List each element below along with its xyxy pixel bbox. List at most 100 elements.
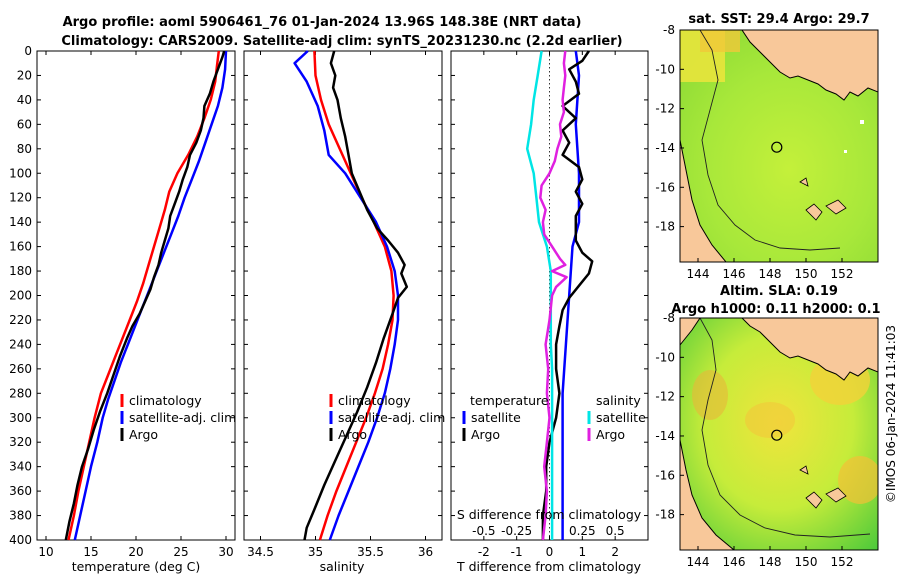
sst-map-panel: sat. SST: 29.4 Argo: 29.7 -8 -10 -12 -14 -16… [655, 12, 879, 281]
sla-warm-eddy [745, 402, 795, 438]
difference-depth-ticks [451, 50, 648, 541]
s-tick-label: -0.5 [472, 524, 495, 538]
depth-tick-label: 20 [17, 68, 32, 82]
x-tick-label: 2 [611, 545, 619, 559]
legend-satellite-label: satellite-adj. clim [338, 410, 445, 425]
figure-title-line2: Climatology: CARS2009. Satellite-adj cli… [61, 34, 622, 49]
x-tick-label: 0 [546, 545, 554, 559]
temperature-series [64, 50, 228, 541]
depth-tick-label: 220 [9, 313, 32, 327]
sst-lon-ticks: 144 146 148 150 152 [687, 258, 854, 281]
sst-land-mass [680, 139, 727, 262]
sla-map-title-line2: Argo h1000: 0.11 h2000: 0.1 [671, 302, 880, 317]
legend-temperature-title: temperature [470, 393, 549, 408]
salinity-panel: 34.5 35 35.5 36 salinity climatology satell… [243, 50, 445, 574]
depth-tick-label: 60 [17, 117, 32, 131]
depth-tick-label: 280 [9, 386, 32, 400]
depth-tick-label: 100 [9, 166, 32, 180]
legend-climatology-label: climatology [338, 393, 411, 408]
series-line-argo [303, 50, 409, 541]
x-tick-label: 35 [308, 545, 323, 559]
series-line-s-argo [539, 50, 568, 541]
lon-tick-label: 150 [795, 555, 818, 569]
series-line-climatology [313, 50, 395, 541]
depth-tick-label: 0 [24, 44, 32, 58]
depth-tick-label: 80 [17, 142, 32, 156]
sst-cloud-gap [844, 150, 847, 153]
series-line-satellite-adj-clim [293, 50, 400, 541]
s-tick-label: 0.5 [606, 524, 625, 538]
depth-tick-label: 400 [9, 533, 32, 547]
legend-salinity-title: salinity [596, 393, 641, 408]
sla-warm-eddy [838, 456, 878, 504]
depth-tick-label: 180 [9, 264, 32, 278]
lat-tick-label: -18 [655, 220, 675, 234]
series-line-argo [64, 50, 226, 541]
depth-tick-label: 340 [9, 460, 32, 474]
x-tick-label: 30 [218, 545, 233, 559]
legend-s-argo-label: Argo [596, 427, 625, 442]
temperature-axes-frame [36, 50, 236, 541]
sst-map-title: sat. SST: 29.4 Argo: 29.7 [688, 12, 869, 27]
temperature-depth-ticks: 0 20 40 60 80 100 120 140 160 180 200 220 240 260 280 3… [9, 44, 235, 547]
difference-series [525, 50, 594, 541]
difference-x-ticks: -2 -1 0 1 2 [478, 51, 619, 559]
depth-tick-label: 300 [9, 411, 32, 425]
x-tick-label: -2 [478, 545, 490, 559]
sst-lat-ticks: -8 -10 -12 -14 -16 -18 [655, 23, 684, 234]
lon-tick-label: 152 [831, 267, 854, 281]
s-tick-label: -0.25 [501, 524, 532, 538]
series-line-s-satellite [525, 50, 554, 540]
depth-tick-label: 380 [9, 509, 32, 523]
lon-tick-label: 146 [723, 555, 746, 569]
sst-map-frame [679, 29, 879, 263]
sla-shelf-contour [699, 318, 871, 538]
figure-title-line1: Argo profile: aoml 5906461_76 01-Jan-202… [63, 15, 582, 30]
depth-tick-label: 140 [9, 215, 32, 229]
sst-cloud-gap [860, 120, 864, 124]
lon-tick-label: 144 [687, 555, 710, 569]
lat-tick-label: -12 [655, 390, 675, 404]
temperature-x-ticks: 10 15 20 25 30 [38, 51, 234, 559]
difference-panel: -2 -1 0 1 2 T difference from climatology S … [450, 50, 649, 574]
temperature-panel: 0 20 40 60 80 100 120 140 160 180 200 220 240 260 280 3… [9, 44, 236, 574]
lon-tick-label: 148 [759, 555, 782, 569]
lat-tick-label: -8 [663, 311, 675, 325]
series-line-t-satellite [561, 50, 581, 540]
lon-tick-label: 144 [687, 267, 710, 281]
salinity-legend: climatology satellite-adj. clim Argo [329, 393, 445, 442]
x-tick-label: 36 [418, 545, 433, 559]
sla-lat-ticks: -8 -10 -12 -14 -16 -18 [655, 311, 684, 522]
temperature-legend: climatology satellite-adj. clim Argo [120, 393, 236, 442]
salinity-xlabel: salinity [320, 559, 365, 574]
difference-xlabel: T difference from climatology [456, 559, 642, 574]
lat-tick-label: -16 [655, 468, 675, 482]
sla-reef-islands [799, 465, 847, 509]
legend-t-argo-label: Argo [471, 427, 500, 442]
depth-tick-label: 260 [9, 362, 32, 376]
sla-warm-eddy [692, 370, 728, 420]
depth-tick-label: 320 [9, 435, 32, 449]
x-tick-label: 1 [579, 545, 587, 559]
lat-tick-label: -10 [655, 350, 675, 364]
lat-tick-label: -10 [655, 62, 675, 76]
legend-t-satellite-label: satellite [471, 410, 521, 425]
legend-argo-label: Argo [338, 427, 367, 442]
legend-s-satellite-label: satellite [596, 410, 646, 425]
lon-tick-label: 148 [759, 267, 782, 281]
depth-tick-label: 160 [9, 240, 32, 254]
lon-tick-label: 150 [795, 267, 818, 281]
x-tick-label: 20 [128, 545, 143, 559]
sla-argo-marker [771, 429, 783, 441]
x-tick-label: -1 [511, 545, 523, 559]
salinity-depth-ticks [244, 50, 442, 541]
depth-tick-label: 40 [17, 93, 32, 107]
legend-satellite-label: satellite-adj. clim [129, 410, 236, 425]
lat-tick-label: -16 [655, 180, 675, 194]
sst-cool-patch [700, 30, 740, 52]
lon-tick-label: 152 [831, 555, 854, 569]
x-tick-label: 15 [83, 545, 98, 559]
sla-land-mass [680, 439, 735, 550]
difference-secondary-ticks: -0.5 -0.25 0.25 0.5 [472, 524, 625, 538]
